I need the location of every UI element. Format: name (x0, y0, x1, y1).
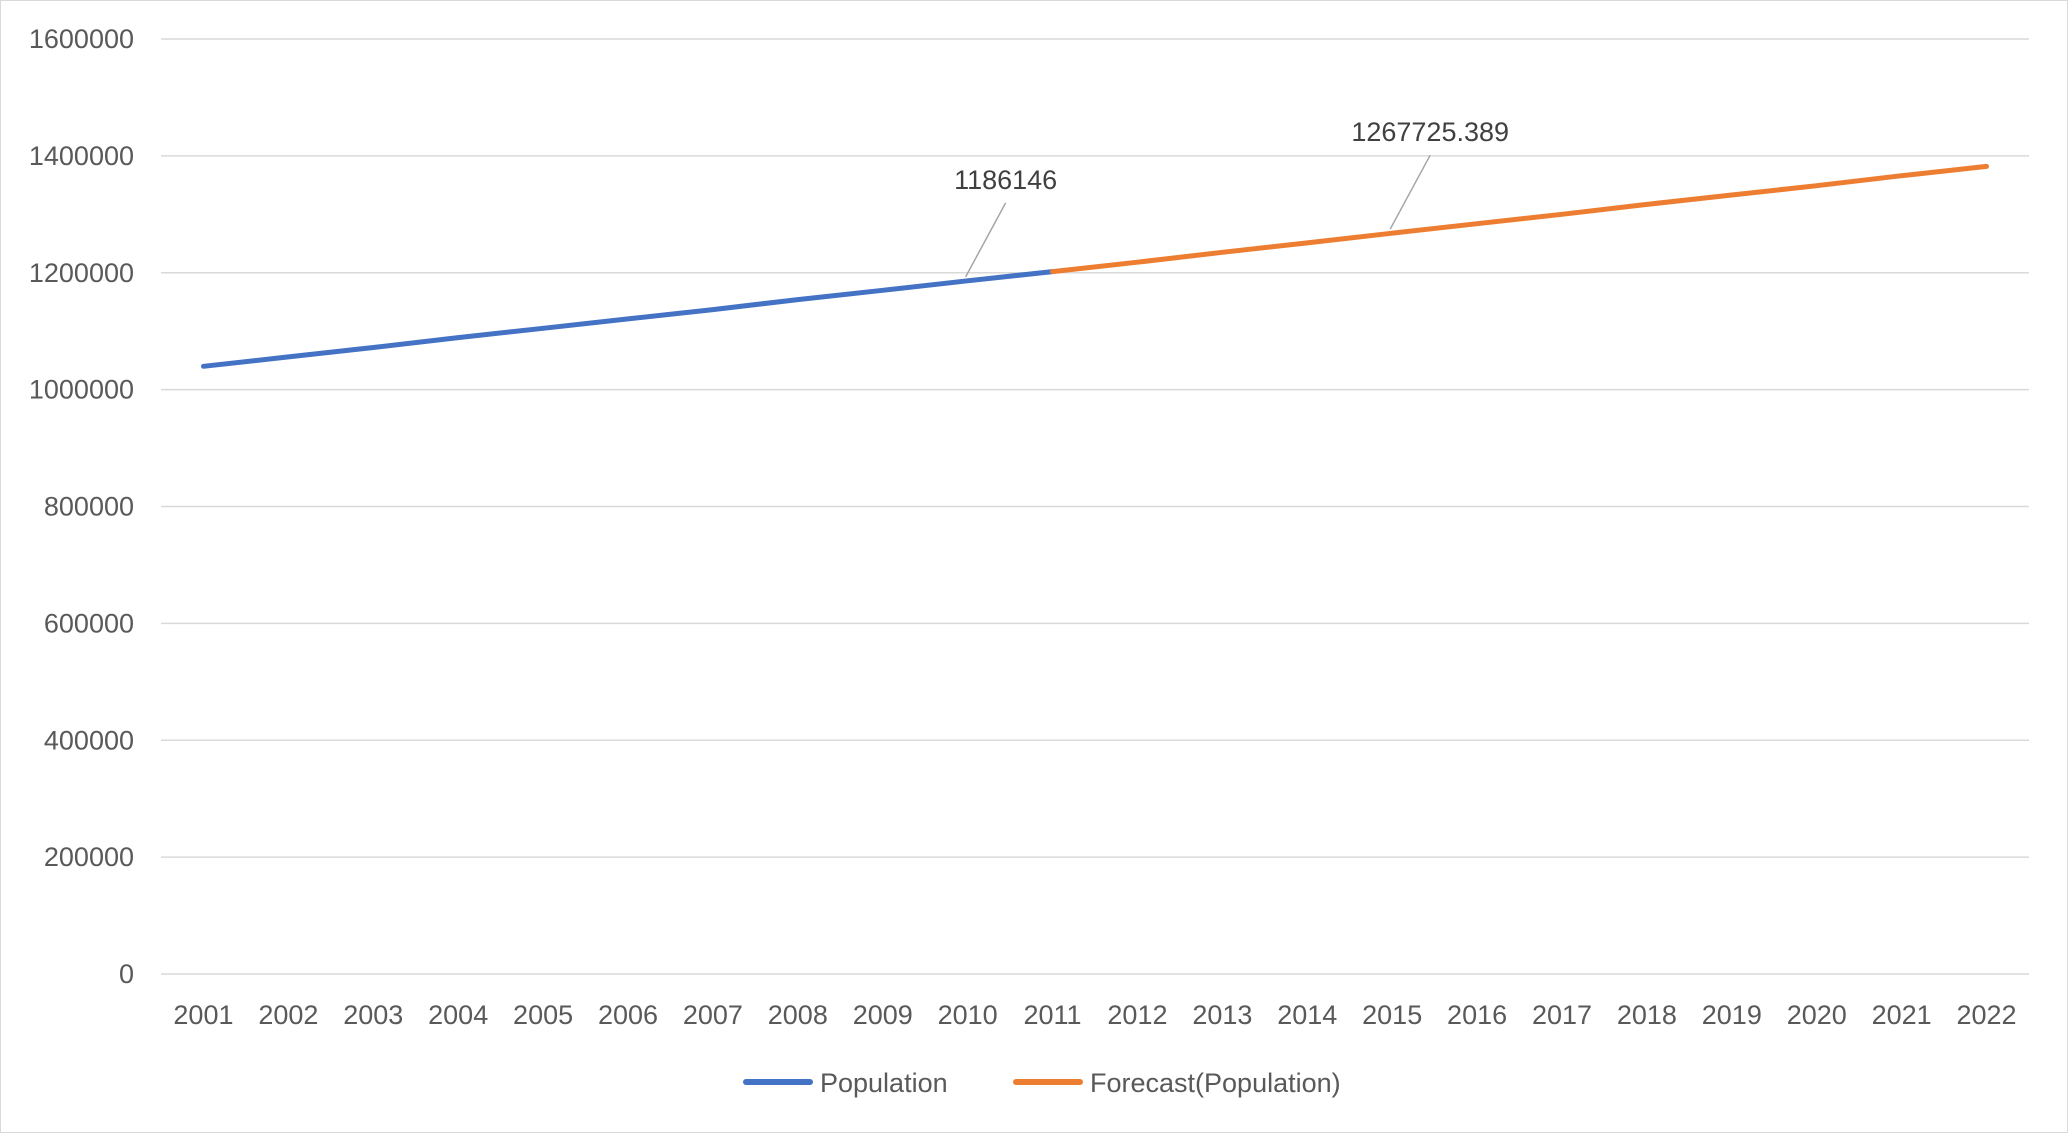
gridlines (161, 38, 2029, 975)
x-tick-label: 2004 (428, 1000, 488, 1030)
y-tick-label: 1400000 (29, 141, 134, 171)
x-tick-label: 2018 (1617, 1000, 1677, 1030)
x-tick-label: 2019 (1702, 1000, 1762, 1030)
x-tick-label: 2009 (853, 1000, 913, 1030)
data-label-leader-line (1389, 154, 1431, 230)
x-tick-label: 2020 (1787, 1000, 1847, 1030)
x-tick-label: 2017 (1532, 1000, 1592, 1030)
series-line-forecast-population (1050, 163, 1989, 275)
x-tick-label: 2021 (1872, 1000, 1932, 1030)
x-tick-label: 2001 (173, 1000, 233, 1030)
data-label: 1267725.389 (1351, 117, 1509, 147)
y-tick-label: 1000000 (29, 375, 134, 405)
legend-label: Population (820, 1068, 948, 1098)
x-tick-label: 2008 (768, 1000, 828, 1030)
x-tick-label: 2015 (1362, 1000, 1422, 1030)
data-label-leader-line (964, 202, 1007, 278)
data-labels: 1186146 1267725.389 (954, 117, 1509, 278)
x-tick-label: 2002 (258, 1000, 318, 1030)
y-tick-label: 600000 (44, 608, 134, 638)
y-tick-label: 1200000 (29, 258, 134, 288)
x-tick-label: 2022 (1957, 1000, 2017, 1030)
x-tick-label: 2016 (1447, 1000, 1507, 1030)
x-tick-label: 2014 (1277, 1000, 1337, 1030)
series-line-population (201, 269, 1055, 369)
y-tick-label: 400000 (44, 725, 134, 755)
series-lines (201, 163, 1989, 369)
y-axis-tick-labels: 0 200000 400000 600000 800000 1000000 1200000 1… (29, 24, 134, 989)
x-tick-label: 2011 (1024, 1000, 1082, 1030)
legend: Population Forecast(Population) (743, 1068, 1341, 1098)
x-axis-tick-labels: 2001 2002 2003 2004 2005 2006 2007 2008 2009 2010… (173, 1000, 2016, 1030)
legend-label: Forecast(Population) (1090, 1068, 1341, 1098)
x-tick-label: 2012 (1107, 1000, 1167, 1030)
x-tick-label: 2005 (513, 1000, 573, 1030)
y-tick-label: 0 (119, 959, 134, 989)
x-tick-label: 2013 (1192, 1000, 1252, 1030)
y-tick-label: 800000 (44, 492, 134, 522)
data-label: 1186146 (954, 165, 1057, 195)
x-tick-label: 2007 (683, 1000, 743, 1030)
y-tick-label: 1600000 (29, 24, 134, 54)
y-tick-label: 200000 (44, 842, 134, 872)
x-tick-label: 2010 (938, 1000, 998, 1030)
x-tick-label: 2003 (343, 1000, 403, 1030)
x-tick-label: 2006 (598, 1000, 658, 1030)
